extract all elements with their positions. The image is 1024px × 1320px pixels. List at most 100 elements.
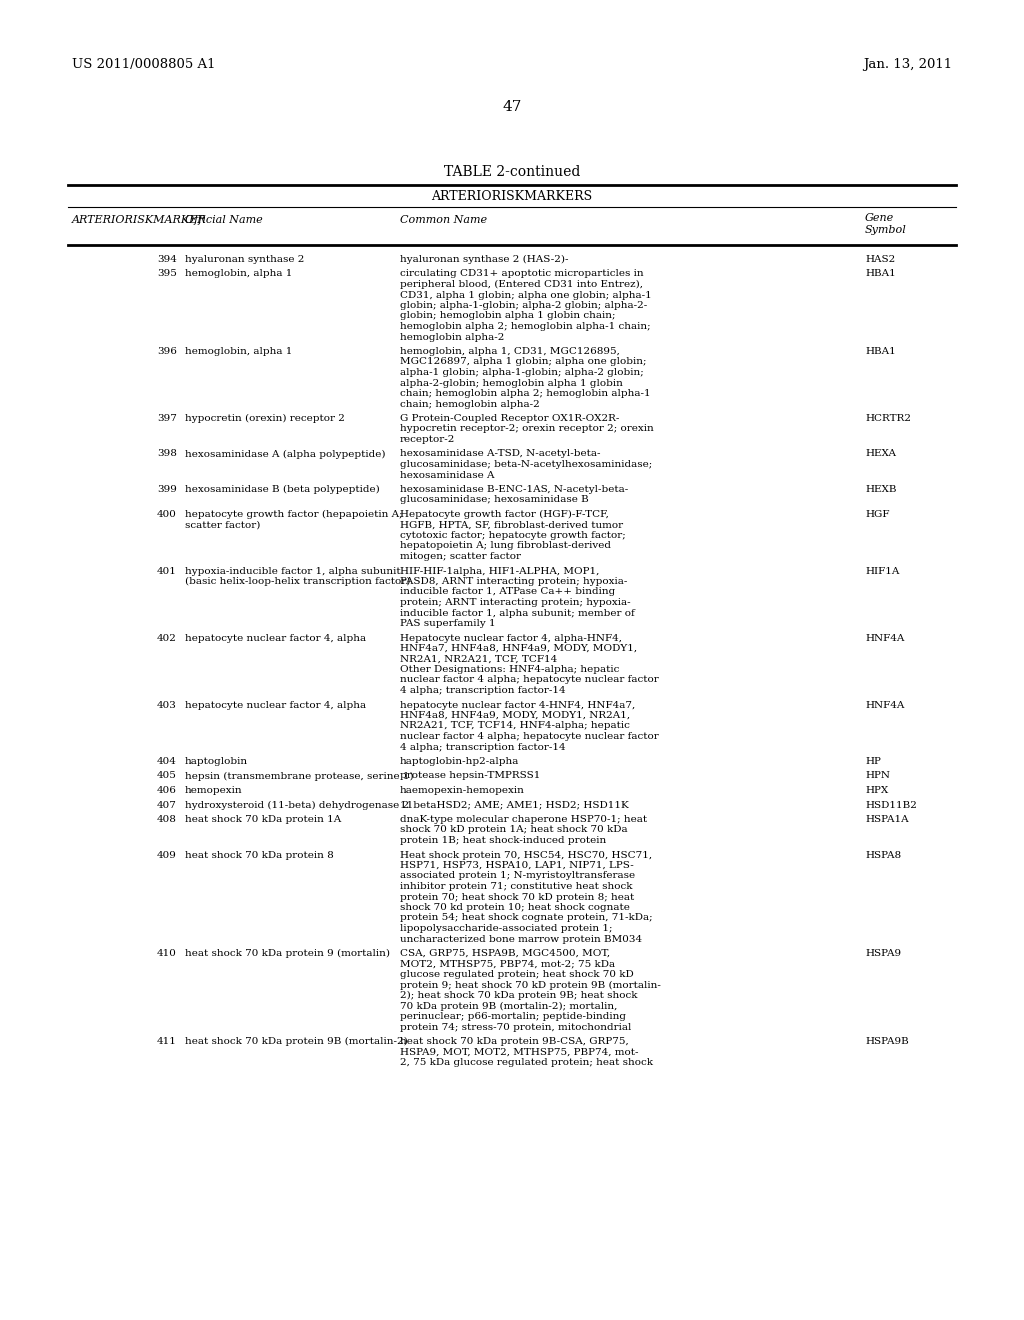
Text: inhibitor protein 71; constitutive heat shock: inhibitor protein 71; constitutive heat … [400, 882, 633, 891]
Text: inducible factor 1, ATPase Ca++ binding: inducible factor 1, ATPase Ca++ binding [400, 587, 615, 597]
Text: 2, 75 kDa glucose regulated protein; heat shock: 2, 75 kDa glucose regulated protein; hea… [400, 1059, 653, 1067]
Text: hexosaminidase B-ENC-1AS, N-acetyl-beta-: hexosaminidase B-ENC-1AS, N-acetyl-beta- [400, 484, 629, 494]
Text: HSPA9, MOT, MOT2, MTHSP75, PBP74, mot-: HSPA9, MOT, MOT2, MTHSP75, PBP74, mot- [400, 1048, 639, 1056]
Text: 399: 399 [157, 484, 177, 494]
Text: G Protein-Coupled Receptor OX1R-OX2R-: G Protein-Coupled Receptor OX1R-OX2R- [400, 414, 620, 422]
Text: hepatocyte nuclear factor 4-HNF4, HNF4a7,: hepatocyte nuclear factor 4-HNF4, HNF4a7… [400, 701, 635, 710]
Text: heat shock 70 kDa protein 1A: heat shock 70 kDa protein 1A [185, 814, 341, 824]
Text: PAS superfamily 1: PAS superfamily 1 [400, 619, 496, 628]
Text: alpha-2-globin; hemoglobin alpha 1 globin: alpha-2-globin; hemoglobin alpha 1 globi… [400, 379, 623, 388]
Text: HNF4a7, HNF4a8, HNF4a9, MODY, MODY1,: HNF4a7, HNF4a8, HNF4a9, MODY, MODY1, [400, 644, 637, 653]
Text: 406: 406 [157, 785, 177, 795]
Text: heat shock 70 kDa protein 9B-CSA, GRP75,: heat shock 70 kDa protein 9B-CSA, GRP75, [400, 1038, 629, 1045]
Text: heat shock 70 kDa protein 9B (mortalin-2): heat shock 70 kDa protein 9B (mortalin-2… [185, 1038, 408, 1047]
Text: Jan. 13, 2011: Jan. 13, 2011 [863, 58, 952, 71]
Text: hexosaminidase B (beta polypeptide): hexosaminidase B (beta polypeptide) [185, 484, 380, 494]
Text: hemoglobin alpha 2; hemoglobin alpha-1 chain;: hemoglobin alpha 2; hemoglobin alpha-1 c… [400, 322, 650, 331]
Text: protein 54; heat shock cognate protein, 71-kDa;: protein 54; heat shock cognate protein, … [400, 913, 652, 923]
Text: HIF1A: HIF1A [865, 566, 899, 576]
Text: 409: 409 [157, 850, 177, 859]
Text: 407: 407 [157, 800, 177, 809]
Text: hepatocyte growth factor (hepapoietin A;: hepatocyte growth factor (hepapoietin A; [185, 510, 402, 519]
Text: Other Designations: HNF4-alpha; hepatic: Other Designations: HNF4-alpha; hepatic [400, 665, 620, 675]
Text: nuclear factor 4 alpha; hepatocyte nuclear factor: nuclear factor 4 alpha; hepatocyte nucle… [400, 676, 658, 685]
Text: HP: HP [865, 756, 881, 766]
Text: PASD8, ARNT interacting protein; hypoxia-: PASD8, ARNT interacting protein; hypoxia… [400, 577, 628, 586]
Text: HNF4A: HNF4A [865, 701, 904, 710]
Text: protein; ARNT interacting protein; hypoxia-: protein; ARNT interacting protein; hypox… [400, 598, 631, 607]
Text: 408: 408 [157, 814, 177, 824]
Text: HSP71, HSP73, HSPA10, LAP1, NIP71, LPS-: HSP71, HSP73, HSPA10, LAP1, NIP71, LPS- [400, 861, 634, 870]
Text: chain; hemoglobin alpha-2: chain; hemoglobin alpha-2 [400, 400, 540, 408]
Text: HEXB: HEXB [865, 484, 896, 494]
Text: 402: 402 [157, 634, 177, 643]
Text: hyaluronan synthase 2 (HAS-2)-: hyaluronan synthase 2 (HAS-2)- [400, 255, 568, 264]
Text: hepsin (transmembrane protease, serine 1): hepsin (transmembrane protease, serine 1… [185, 771, 414, 780]
Text: nuclear factor 4 alpha; hepatocyte nuclear factor: nuclear factor 4 alpha; hepatocyte nucle… [400, 733, 658, 741]
Text: scatter factor): scatter factor) [185, 520, 260, 529]
Text: HNF4A: HNF4A [865, 634, 904, 643]
Text: HNF4a8, HNF4a9, MODY, MODY1, NR2A1,: HNF4a8, HNF4a9, MODY, MODY1, NR2A1, [400, 711, 630, 719]
Text: globin; alpha-1-globin; alpha-2 globin; alpha-2-: globin; alpha-1-globin; alpha-2 globin; … [400, 301, 647, 310]
Text: glucosaminidase; hexosaminidase B: glucosaminidase; hexosaminidase B [400, 495, 589, 504]
Text: MOT2, MTHSP75, PBP74, mot-2; 75 kDa: MOT2, MTHSP75, PBP74, mot-2; 75 kDa [400, 960, 615, 969]
Text: 405: 405 [157, 771, 177, 780]
Text: Heat shock protein 70, HSC54, HSC70, HSC71,: Heat shock protein 70, HSC54, HSC70, HSC… [400, 850, 652, 859]
Text: HSPA1A: HSPA1A [865, 814, 908, 824]
Text: shock 70 kd protein 10; heat shock cognate: shock 70 kd protein 10; heat shock cogna… [400, 903, 630, 912]
Text: 11betaHSD2; AME; AME1; HSD2; HSD11K: 11betaHSD2; AME; AME1; HSD2; HSD11K [400, 800, 629, 809]
Text: Gene
Symbol: Gene Symbol [865, 213, 906, 235]
Text: HPN: HPN [865, 771, 890, 780]
Text: hexosaminidase A-TSD, N-acetyl-beta-: hexosaminidase A-TSD, N-acetyl-beta- [400, 450, 600, 458]
Text: NR2A21, TCF, TCF14, HNF4-alpha; hepatic: NR2A21, TCF, TCF14, HNF4-alpha; hepatic [400, 722, 630, 730]
Text: CSA, GRP75, HSPA9B, MGC4500, MOT,: CSA, GRP75, HSPA9B, MGC4500, MOT, [400, 949, 610, 958]
Text: hexosaminidase A: hexosaminidase A [400, 470, 495, 479]
Text: globin; hemoglobin alpha 1 globin chain;: globin; hemoglobin alpha 1 globin chain; [400, 312, 615, 321]
Text: (basic helix-loop-helix transcription factor): (basic helix-loop-helix transcription fa… [185, 577, 411, 586]
Text: chain; hemoglobin alpha 2; hemoglobin alpha-1: chain; hemoglobin alpha 2; hemoglobin al… [400, 389, 650, 399]
Text: HPX: HPX [865, 785, 888, 795]
Text: associated protein 1; N-myristoyltransferase: associated protein 1; N-myristoyltransfe… [400, 871, 635, 880]
Text: inducible factor 1, alpha subunit; member of: inducible factor 1, alpha subunit; membe… [400, 609, 635, 618]
Text: haptoglobin: haptoglobin [185, 756, 248, 766]
Text: 396: 396 [157, 347, 177, 356]
Text: 4 alpha; transcription factor-14: 4 alpha; transcription factor-14 [400, 686, 565, 696]
Text: Hepatocyte nuclear factor 4, alpha-HNF4,: Hepatocyte nuclear factor 4, alpha-HNF4, [400, 634, 622, 643]
Text: HSPA9B: HSPA9B [865, 1038, 908, 1045]
Text: 403: 403 [157, 701, 177, 710]
Text: 394: 394 [157, 255, 177, 264]
Text: 401: 401 [157, 566, 177, 576]
Text: shock 70 kD protein 1A; heat shock 70 kDa: shock 70 kD protein 1A; heat shock 70 kD… [400, 825, 628, 834]
Text: protein 9; heat shock 70 kD protein 9B (mortalin-: protein 9; heat shock 70 kD protein 9B (… [400, 981, 660, 990]
Text: HIF-HIF-1alpha, HIF1-ALPHA, MOP1,: HIF-HIF-1alpha, HIF1-ALPHA, MOP1, [400, 566, 599, 576]
Text: haemopexin-hemopexin: haemopexin-hemopexin [400, 785, 525, 795]
Text: protein 70; heat shock 70 kD protein 8; heat: protein 70; heat shock 70 kD protein 8; … [400, 892, 634, 902]
Text: haptoglobin-hp2-alpha: haptoglobin-hp2-alpha [400, 756, 519, 766]
Text: Common Name: Common Name [400, 215, 487, 224]
Text: HSPA8: HSPA8 [865, 850, 901, 859]
Text: 398: 398 [157, 450, 177, 458]
Text: HEXA: HEXA [865, 450, 896, 458]
Text: hemoglobin, alpha 1: hemoglobin, alpha 1 [185, 347, 293, 356]
Text: US 2011/0008805 A1: US 2011/0008805 A1 [72, 58, 215, 71]
Text: hypocretin receptor-2; orexin receptor 2; orexin: hypocretin receptor-2; orexin receptor 2… [400, 425, 653, 433]
Text: alpha-1 globin; alpha-1-globin; alpha-2 globin;: alpha-1 globin; alpha-1-globin; alpha-2 … [400, 368, 644, 378]
Text: hemoglobin, alpha 1, CD31, MGC126895,: hemoglobin, alpha 1, CD31, MGC126895, [400, 347, 620, 356]
Text: uncharacterized bone marrow protein BM034: uncharacterized bone marrow protein BM03… [400, 935, 642, 944]
Text: protein 74; stress-70 protein, mitochondrial: protein 74; stress-70 protein, mitochond… [400, 1023, 632, 1031]
Text: 395: 395 [157, 269, 177, 279]
Text: hypocretin (orexin) receptor 2: hypocretin (orexin) receptor 2 [185, 414, 345, 424]
Text: 400: 400 [157, 510, 177, 519]
Text: MGC126897, alpha 1 globin; alpha one globin;: MGC126897, alpha 1 globin; alpha one glo… [400, 358, 646, 367]
Text: 2); heat shock 70 kDa protein 9B; heat shock: 2); heat shock 70 kDa protein 9B; heat s… [400, 991, 638, 1001]
Text: heat shock 70 kDa protein 9 (mortalin): heat shock 70 kDa protein 9 (mortalin) [185, 949, 390, 958]
Text: glucosaminidase; beta-N-acetylhexosaminidase;: glucosaminidase; beta-N-acetylhexosamini… [400, 459, 652, 469]
Text: HSPA9: HSPA9 [865, 949, 901, 958]
Text: 411: 411 [157, 1038, 177, 1045]
Text: HSD11B2: HSD11B2 [865, 800, 916, 809]
Text: 410: 410 [157, 949, 177, 958]
Text: circulating CD31+ apoptotic microparticles in: circulating CD31+ apoptotic microparticl… [400, 269, 644, 279]
Text: peripheral blood, (Entered CD31 into Entrez),: peripheral blood, (Entered CD31 into Ent… [400, 280, 643, 289]
Text: lipopolysaccharide-associated protein 1;: lipopolysaccharide-associated protein 1; [400, 924, 612, 933]
Text: HBA1: HBA1 [865, 347, 896, 356]
